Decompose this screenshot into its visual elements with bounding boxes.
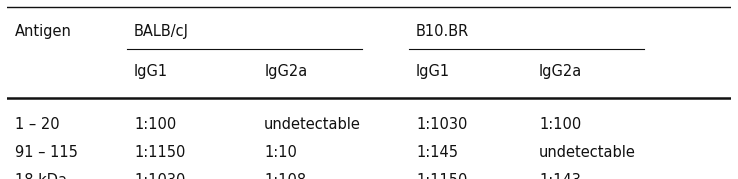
Text: IgG2a: IgG2a (539, 64, 582, 79)
Text: Antigen: Antigen (15, 24, 72, 39)
Text: 1:1030: 1:1030 (134, 173, 185, 179)
Text: IgG1: IgG1 (416, 64, 450, 79)
Text: 1 – 20: 1 – 20 (15, 117, 59, 132)
Text: 1:143: 1:143 (539, 173, 581, 179)
Text: 1:100: 1:100 (539, 117, 582, 132)
Text: BALB/cJ: BALB/cJ (134, 24, 189, 39)
Text: B10.BR: B10.BR (416, 24, 469, 39)
Text: 1:1150: 1:1150 (134, 145, 185, 160)
Text: 1:1030: 1:1030 (416, 117, 467, 132)
Text: 1:108: 1:108 (264, 173, 306, 179)
Text: 1:100: 1:100 (134, 117, 176, 132)
Text: 1:145: 1:145 (416, 145, 458, 160)
Text: 1:10: 1:10 (264, 145, 297, 160)
Text: 91 – 115: 91 – 115 (15, 145, 77, 160)
Text: IgG2a: IgG2a (264, 64, 308, 79)
Text: undetectable: undetectable (539, 145, 636, 160)
Text: undetectable: undetectable (264, 117, 361, 132)
Text: IgG1: IgG1 (134, 64, 168, 79)
Text: 18 kDa: 18 kDa (15, 173, 66, 179)
Text: 1:1150: 1:1150 (416, 173, 467, 179)
